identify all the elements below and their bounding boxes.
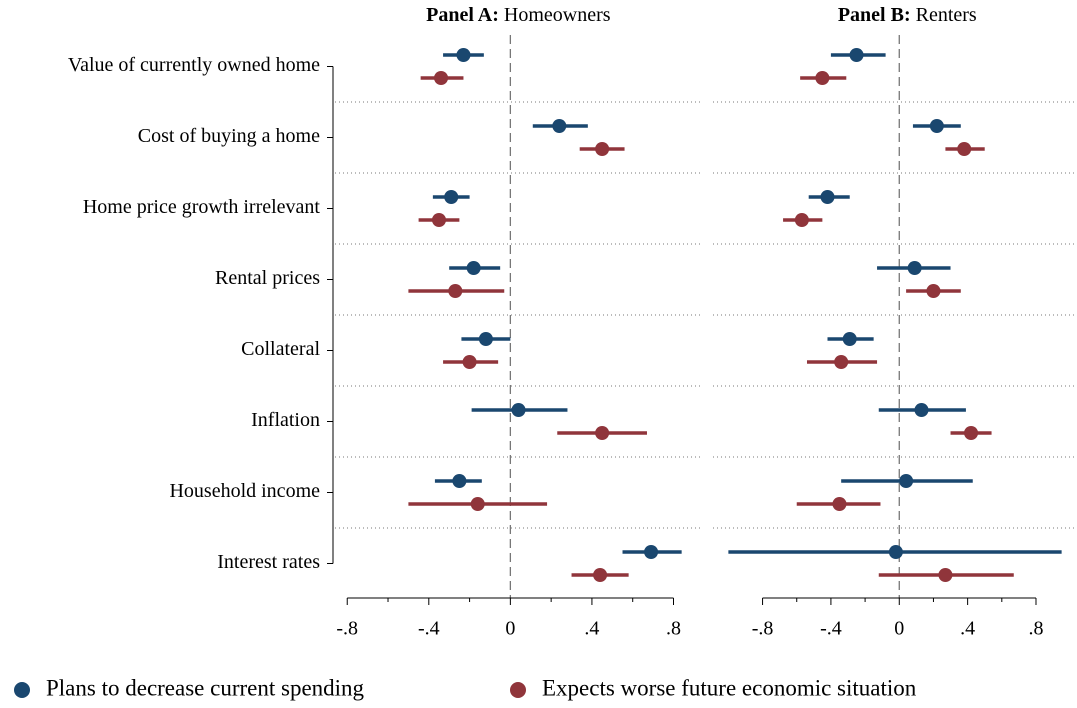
point-estimate — [929, 119, 944, 133]
point-estimate — [448, 284, 463, 298]
point-estimate — [849, 48, 864, 62]
point-estimate — [644, 545, 659, 559]
point-estimate — [957, 142, 972, 156]
point-estimate — [815, 71, 830, 85]
point-estimate — [456, 48, 471, 62]
point-estimate — [466, 261, 481, 275]
x-tick-label: -.8 — [336, 618, 358, 640]
y-tick-label: Rental prices — [215, 267, 320, 289]
point-estimate — [593, 568, 608, 582]
x-tick-label: 0 — [894, 618, 904, 640]
panel-title-text: Homeowners — [504, 4, 611, 26]
panel-title: Panel B: Renters — [838, 4, 977, 26]
panel-title: Panel A: Homeowners — [426, 4, 611, 26]
y-tick-label: Home price growth irrelevant — [83, 196, 321, 218]
point-estimate — [431, 213, 446, 227]
x-tick-label: 0 — [505, 618, 515, 640]
point-estimate — [899, 474, 914, 488]
panel-title-text: Renters — [916, 4, 977, 26]
x-tick-label: .8 — [666, 618, 681, 640]
legend-label: Plans to decrease current spending — [46, 675, 365, 700]
y-tick-label: Household income — [169, 480, 320, 502]
point-estimate — [462, 355, 477, 369]
x-tick-label: -.4 — [418, 618, 440, 640]
legend-label: Expects worse future economic situation — [542, 675, 917, 700]
point-estimate — [478, 332, 493, 346]
point-estimate — [511, 403, 526, 417]
y-tick-label: Interest rates — [217, 551, 320, 573]
point-estimate — [595, 426, 610, 440]
y-tick-label: Cost of buying a home — [138, 125, 320, 147]
legend-marker — [14, 682, 30, 698]
x-tick-label: -.4 — [820, 618, 842, 640]
point-estimate — [444, 190, 459, 204]
point-estimate — [470, 497, 485, 511]
point-estimate — [794, 213, 809, 227]
point-estimate — [452, 474, 467, 488]
panel-label: Panel B: — [838, 4, 911, 26]
point-estimate — [595, 142, 610, 156]
panel-label: Panel A: — [426, 4, 499, 26]
x-tick-label: .4 — [584, 618, 599, 640]
point-estimate — [907, 261, 922, 275]
x-tick-label: -.8 — [752, 618, 774, 640]
y-tick-label: Inflation — [251, 409, 320, 431]
point-estimate — [842, 332, 857, 346]
y-tick-label: Value of currently owned home — [68, 54, 320, 76]
x-tick-label: .8 — [1028, 618, 1043, 640]
point-estimate — [914, 403, 929, 417]
point-estimate — [552, 119, 567, 133]
point-estimate — [964, 426, 979, 440]
point-estimate — [938, 568, 953, 582]
point-estimate — [834, 355, 849, 369]
point-estimate — [926, 284, 941, 298]
y-tick-label: Collateral — [241, 338, 320, 360]
point-estimate — [888, 545, 903, 559]
point-estimate — [820, 190, 835, 204]
x-tick-label: .4 — [960, 618, 975, 640]
legend-marker — [510, 682, 526, 698]
point-estimate — [434, 71, 449, 85]
point-estimate — [832, 497, 847, 511]
